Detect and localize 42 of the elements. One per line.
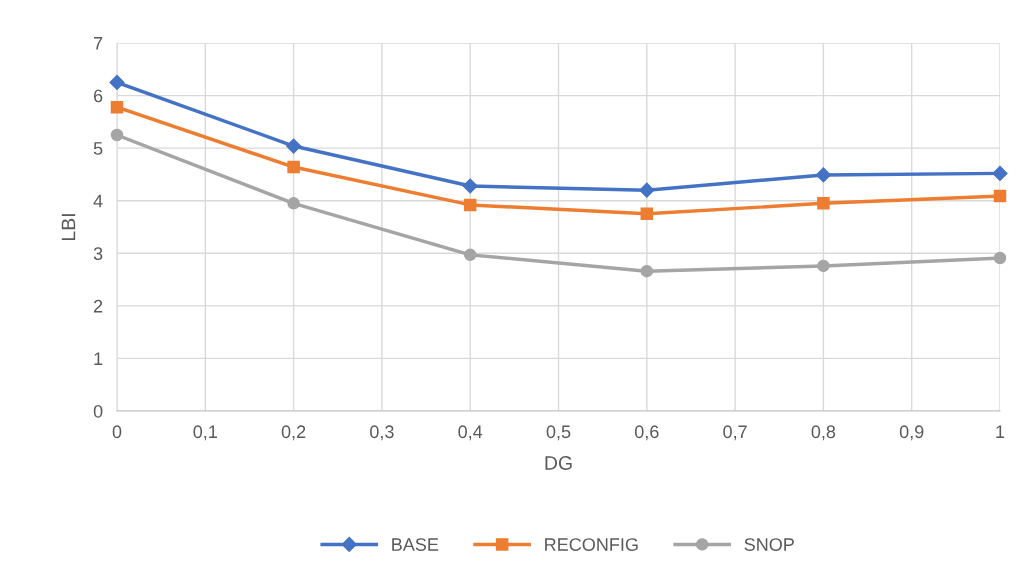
- y-tick-label: 7: [94, 37, 103, 50]
- x-tick-label: 0,8: [811, 425, 836, 441]
- point: [993, 251, 1007, 265]
- x-tick-label: 0,2: [281, 425, 306, 441]
- point: [992, 165, 1008, 181]
- legend-label: BASE: [392, 538, 439, 551]
- legend-label: SNOP: [744, 538, 794, 551]
- y-tick-label: 3: [93, 247, 103, 261]
- point: [640, 207, 654, 221]
- point: [110, 100, 124, 114]
- y-tick-label: 1: [94, 352, 103, 365]
- x-tick-label: 1: [996, 425, 1005, 438]
- y-tick-label: 4: [93, 194, 103, 208]
- point: [286, 138, 302, 154]
- x-tick-label: 0: [112, 425, 122, 439]
- y-tick-label: 6: [93, 89, 103, 103]
- x-tick-label: 0,1: [193, 425, 217, 441]
- y-tick-label: 2: [93, 299, 103, 313]
- y-axis-title: LBI: [61, 214, 76, 240]
- x-tick-label: 0,6: [634, 425, 659, 441]
- y-tick-label: 5: [93, 142, 103, 155]
- point: [110, 128, 124, 142]
- point: [109, 74, 125, 90]
- x-tick-label: 0,9: [899, 425, 924, 441]
- point: [463, 198, 477, 212]
- legend-label: RECONFIG: [545, 538, 638, 551]
- point: [640, 264, 654, 278]
- x-tick-label: 0,7: [723, 425, 747, 441]
- point: [815, 167, 831, 183]
- point: [287, 197, 300, 210]
- x-tick-label: 0,4: [458, 425, 483, 441]
- point: [639, 182, 655, 198]
- point: [287, 160, 300, 174]
- point: [462, 178, 478, 194]
- point: [463, 248, 477, 262]
- x-axis-title: DG: [545, 456, 572, 470]
- y-tick-label: 0: [93, 404, 103, 418]
- point: [993, 189, 1007, 203]
- x-tick-label: 0,5: [546, 425, 571, 441]
- point: [817, 197, 830, 210]
- x-tick-label: 0,3: [370, 425, 394, 441]
- point: [817, 259, 830, 273]
